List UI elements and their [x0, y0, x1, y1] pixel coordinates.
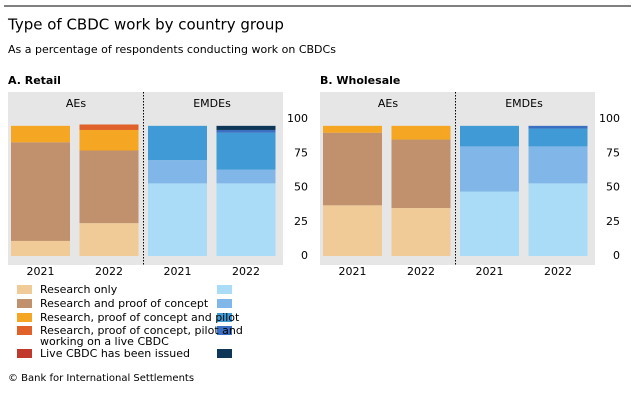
y-tick-label: 0 [301, 249, 308, 262]
y-tick-label: 75 [294, 146, 308, 159]
bar-segment [79, 129, 139, 151]
chart-title: Type of CBDC work by country group [7, 16, 284, 34]
y-tick-label: 25 [294, 215, 308, 228]
panel-title: A. Retail [8, 74, 61, 87]
bar-segment [79, 150, 139, 224]
y-tick-label: 100 [599, 112, 620, 125]
legend-label: Research, proof of concept, pilot and [40, 324, 243, 337]
legend-swatch [17, 313, 32, 322]
x-tick-label: 2022 [232, 265, 260, 278]
bar-segment [460, 191, 519, 256]
bar-segment [528, 125, 588, 129]
y-tick-label: 75 [606, 146, 620, 159]
y-tick-label: 0 [613, 249, 620, 262]
y-tick-label: 50 [606, 181, 620, 194]
chart-subtitle: As a percentage of respondents conductin… [8, 43, 336, 56]
footer: © Bank for International Settlements [8, 373, 194, 384]
x-tick-label: 2021 [339, 265, 367, 278]
x-tick-label: 2022 [95, 265, 123, 278]
bar-segment [79, 124, 139, 130]
bar-segment [148, 125, 207, 161]
legend-label: Research, proof of concept and pilot [40, 311, 240, 324]
legend-swatch [217, 313, 232, 322]
bar-segment [216, 129, 276, 133]
bar-segment [148, 160, 207, 184]
group-label: EMDEs [193, 97, 231, 110]
bar-segment [79, 223, 139, 256]
panel-title: B. Wholesale [320, 74, 400, 87]
legend-swatch [17, 299, 32, 308]
group-label: AEs [378, 97, 398, 110]
bar-segment [148, 183, 207, 256]
legend-swatch [217, 326, 232, 335]
group-label: EMDEs [505, 97, 543, 110]
bar-segment [11, 125, 70, 143]
legend-swatch [17, 285, 32, 294]
bar-segment [216, 169, 276, 184]
legend-swatch [217, 285, 232, 294]
bar-segment [528, 146, 588, 184]
bar-segment [216, 183, 276, 256]
x-tick-label: 2022 [544, 265, 572, 278]
bar-segment [460, 125, 519, 147]
x-tick-label: 2021 [164, 265, 192, 278]
legend-label: Live CBDC has been issued [40, 347, 190, 360]
bar-segment [391, 139, 451, 209]
bar-segment [460, 146, 519, 192]
legend-label: Research and proof of concept [40, 297, 209, 310]
y-tick-label: 50 [294, 181, 308, 194]
legend-swatch [17, 349, 32, 358]
bar-segment [323, 132, 382, 206]
bar-segment [11, 142, 70, 241]
bar-segment [11, 240, 70, 256]
bar-segment [216, 125, 276, 130]
bar-segment [528, 183, 588, 256]
bar-segment [391, 208, 451, 256]
legend-label: working on a live CBDC [40, 335, 169, 348]
bar-segment [216, 132, 276, 170]
x-tick-label: 2021 [476, 265, 504, 278]
legend-label: Research only [40, 283, 118, 296]
y-tick-label: 100 [287, 112, 308, 125]
legend-swatch [17, 326, 32, 335]
legend-swatch [217, 299, 232, 308]
legend-swatch [217, 349, 232, 358]
bar-segment [323, 205, 382, 256]
y-tick-label: 25 [606, 215, 620, 228]
x-tick-label: 2021 [27, 265, 55, 278]
group-label: AEs [66, 97, 86, 110]
x-tick-label: 2022 [407, 265, 435, 278]
bar-segment [391, 125, 451, 140]
bar-segment [528, 128, 588, 147]
bar-segment [323, 125, 382, 133]
